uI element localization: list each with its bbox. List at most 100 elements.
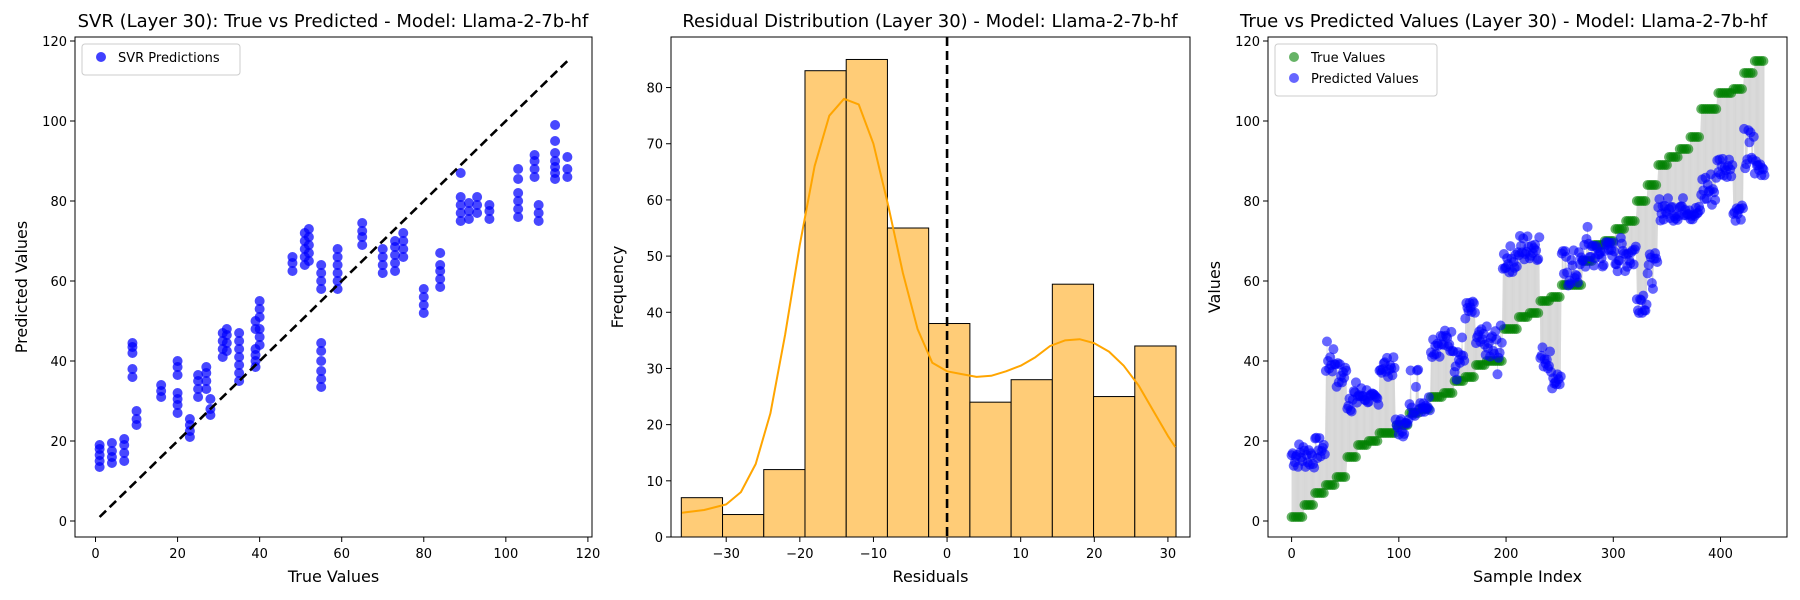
svr-prediction-point	[332, 252, 343, 262]
difference-fill	[1367, 401, 1369, 445]
svr-prediction-point	[513, 212, 524, 222]
predicted-value-point	[1588, 260, 1599, 271]
true-value-point	[1329, 480, 1340, 490]
histogram-bar	[886, 227, 930, 538]
difference-fill	[1388, 369, 1390, 433]
svr-prediction-point	[234, 368, 245, 378]
svr-prediction-point	[254, 304, 265, 314]
svr-prediction-point	[455, 168, 466, 178]
svr-prediction-point	[377, 252, 388, 262]
svr-prediction-point	[234, 336, 245, 346]
predicted-value-point	[1451, 374, 1462, 385]
histogram-bar	[763, 469, 806, 538]
legend-box	[81, 43, 241, 76]
difference-fill	[1331, 365, 1333, 485]
svr-prediction-point	[513, 188, 524, 198]
difference-fill	[1332, 349, 1334, 485]
difference-fill	[1469, 302, 1471, 377]
svr-prediction-point	[390, 250, 401, 260]
difference-fill	[1729, 93, 1731, 170]
svr-prediction-point	[377, 260, 388, 270]
y-axis-label: Predicted Values	[12, 221, 31, 353]
histogram-bar	[1134, 345, 1177, 538]
legend-marker	[1289, 52, 1299, 62]
difference-fill	[1512, 262, 1514, 329]
svr-prediction-point	[106, 438, 117, 448]
axis-ticks: −30 −20 −10 0 10 20 30 0 10 20 30 40 50 60 70 80	[646, 82, 1176, 562]
difference-fill	[1525, 251, 1527, 317]
svr-prediction-point	[513, 204, 524, 214]
predicted-value-point	[1319, 449, 1330, 460]
svr-prediction-point	[390, 236, 401, 246]
axes-frame	[74, 36, 593, 538]
svr-prediction-point	[484, 200, 495, 210]
predicted-value-point	[1388, 352, 1399, 363]
true-value-point	[1747, 68, 1758, 78]
x-tick-label: 300	[1601, 547, 1626, 562]
y-tick-label: 120	[1235, 35, 1260, 50]
predicted-value-point	[1677, 193, 1688, 204]
y-tick-label: 70	[646, 138, 663, 153]
predicted-value-point	[1727, 160, 1738, 171]
predicted-value-point	[1612, 266, 1623, 277]
difference-fill	[1761, 61, 1763, 176]
svr-prediction-point	[513, 196, 524, 206]
chart-title: Residual Distribution (Layer 30) - Model…	[682, 11, 1178, 32]
predicted-value-point	[1494, 347, 1505, 358]
difference-fill	[1389, 365, 1391, 433]
difference-fill	[1640, 201, 1642, 301]
svr-prediction-point	[201, 362, 212, 372]
difference-fill	[1756, 61, 1759, 166]
svr-prediction-point	[562, 172, 573, 182]
predicted-value-point	[1457, 332, 1468, 343]
difference-fill	[1340, 375, 1342, 477]
predicted-value-point	[1537, 342, 1548, 353]
true-value-point	[1297, 512, 1308, 522]
svr-prediction-point	[156, 380, 167, 390]
svr-prediction-point	[303, 224, 314, 234]
difference-fill	[1529, 255, 1531, 313]
true-value-point	[1533, 308, 1544, 318]
svr-prediction-point	[332, 244, 343, 254]
svr-prediction-point	[94, 440, 105, 450]
svr-prediction-point	[377, 244, 388, 254]
predicted-value-point	[1609, 246, 1620, 257]
svr-prediction-point	[193, 392, 204, 402]
plot-frame	[1267, 36, 1788, 538]
svr-prediction-point	[332, 268, 343, 278]
difference-fill	[1692, 137, 1694, 220]
y-tick-label: 0	[59, 515, 67, 530]
y-tick-label: 0	[655, 531, 663, 546]
difference-fill	[1710, 109, 1712, 205]
y-axis-label: Values	[1205, 261, 1224, 313]
difference-fill	[1504, 267, 1507, 329]
predicted-value-point	[1309, 462, 1320, 473]
difference-fill	[1680, 149, 1682, 207]
difference-fill	[1430, 352, 1433, 397]
true-value-point	[1308, 500, 1319, 510]
x-tick-label: −30	[712, 547, 739, 562]
difference-fill	[1748, 73, 1750, 143]
y-axis-label: Frequency	[608, 246, 627, 329]
svr-prediction-point	[533, 200, 544, 210]
svr-prediction-point	[463, 198, 474, 208]
svr-prediction-point	[550, 148, 561, 158]
svr-prediction-point	[472, 208, 483, 218]
legend: SVR Predictions	[81, 43, 241, 76]
svr-prediction-point	[303, 256, 314, 266]
difference-fill	[1754, 61, 1756, 174]
predicted-value-point	[1468, 298, 1479, 309]
svr-prediction-point	[254, 340, 265, 350]
predicted-value-point	[1641, 299, 1652, 310]
difference-fill	[1328, 360, 1330, 485]
svr-prediction-point	[435, 282, 446, 292]
difference-fill	[1448, 344, 1450, 393]
histogram-bar	[804, 70, 847, 538]
svr-prediction-point	[418, 308, 429, 318]
difference-fill	[1330, 357, 1332, 485]
difference-fill	[1335, 364, 1337, 485]
true-value-point	[1661, 160, 1672, 170]
x-axis-label: Residuals	[893, 567, 969, 586]
difference-fill	[1743, 73, 1745, 209]
difference-fill	[1382, 363, 1384, 433]
